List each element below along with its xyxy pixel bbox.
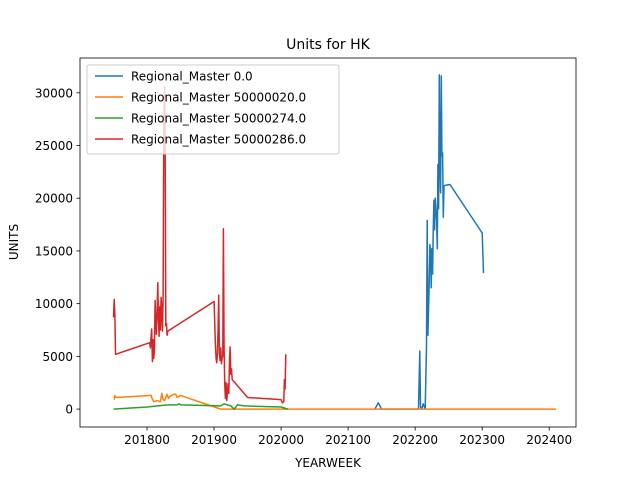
legend-label-2: Regional_Master 50000274.0 bbox=[131, 112, 306, 126]
x-tick-label-2: 202000 bbox=[258, 433, 304, 447]
y-tick-label-3: 15000 bbox=[35, 244, 73, 258]
y-tick-label-2: 10000 bbox=[35, 297, 73, 311]
legend: Regional_Master 0.0 Regional_Master 50000… bbox=[86, 64, 340, 155]
x-axis: 201800 201900 202000 202100 202200 202300 2024… bbox=[124, 427, 572, 447]
plot-frame bbox=[79, 57, 577, 428]
y-tick-label-1: 5000 bbox=[42, 350, 73, 364]
series-line-1 bbox=[113, 392, 556, 410]
series-line-3 bbox=[112, 85, 287, 404]
legend-label-1: Regional_Master 50000020.0 bbox=[131, 91, 306, 105]
y-tick-label-5: 25000 bbox=[35, 139, 73, 153]
x-axis-label: YEARWEEK bbox=[294, 456, 362, 470]
chart-title: Units for HK bbox=[286, 37, 370, 53]
plot-area bbox=[79, 57, 577, 428]
legend-frame bbox=[86, 64, 340, 155]
series-line-2 bbox=[113, 403, 289, 410]
y-axis: 0 5000 10000 15000 20000 25000 30000 bbox=[35, 86, 80, 417]
legend-label-3: Regional_Master 50000286.0 bbox=[131, 133, 306, 147]
y-tick-label-0: 0 bbox=[65, 403, 73, 417]
series-line-0 bbox=[374, 74, 485, 410]
legend-label-0: Regional_Master 0.0 bbox=[131, 70, 253, 84]
y-axis-label: UNITS bbox=[7, 224, 21, 260]
y-tick-label-6: 30000 bbox=[35, 86, 73, 100]
x-tick-label-5: 202300 bbox=[459, 433, 505, 447]
x-tick-label-0: 201800 bbox=[124, 433, 170, 447]
x-tick-label-1: 201900 bbox=[191, 433, 237, 447]
x-tick-label-3: 202100 bbox=[325, 433, 371, 447]
series-layer bbox=[112, 74, 556, 410]
x-tick-label-4: 202200 bbox=[392, 433, 438, 447]
y-tick-label-4: 20000 bbox=[35, 192, 73, 206]
x-tick-label-6: 202400 bbox=[526, 433, 572, 447]
